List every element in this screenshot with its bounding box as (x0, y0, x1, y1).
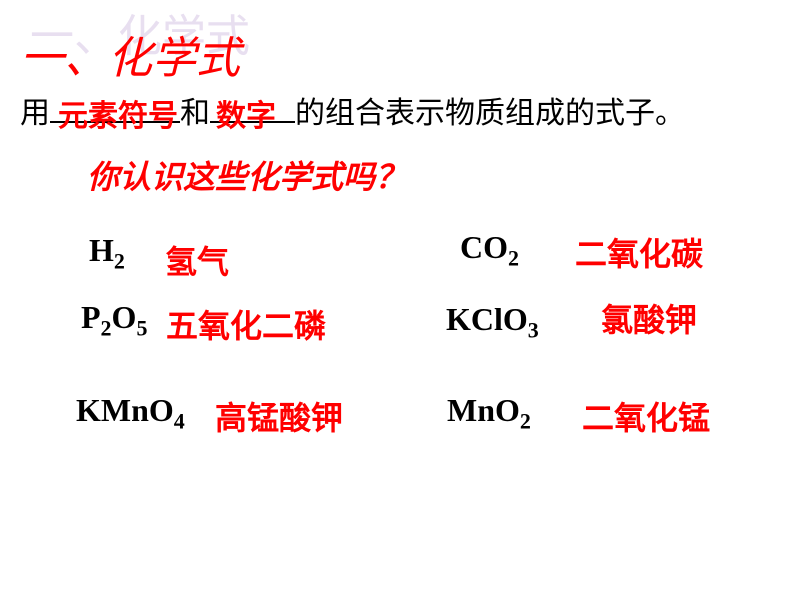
def-mid: 和 (180, 97, 210, 130)
chemical-name: 二氧化碳 (575, 229, 703, 275)
chemical-formula: KMnO4 (76, 392, 185, 434)
blank2-fill: 数字 (216, 91, 276, 135)
chemical-name: 氢气 (165, 237, 229, 283)
chemical-name: 五氧化二磷 (166, 301, 326, 347)
chemical-formula: P2O5 (81, 299, 147, 341)
chemical-formula: CO2 (460, 229, 519, 271)
def-prefix: 用 (20, 97, 50, 130)
blank1-fill: 元素符号 (58, 91, 178, 135)
blank2-container: 数字 (210, 97, 295, 131)
definition-line: 用元素符号和数字的组合表示物质组成的式子。 (20, 88, 685, 132)
chemical-formula: H2 (89, 232, 125, 274)
chemical-formula: MnO2 (447, 392, 531, 434)
main-title: 一、化学式 (20, 22, 240, 86)
chemical-name: 氯酸钾 (601, 295, 697, 341)
question-text: 你认识这些化学式吗？ (87, 152, 407, 198)
chemical-name: 二氧化锰 (582, 393, 710, 439)
chemical-name: 高锰酸钾 (215, 393, 343, 439)
def-suffix: 的组合表示物质组成的式子。 (295, 97, 685, 130)
blank1-container: 元素符号 (50, 97, 180, 131)
chemical-formula: KClO3 (446, 301, 539, 343)
